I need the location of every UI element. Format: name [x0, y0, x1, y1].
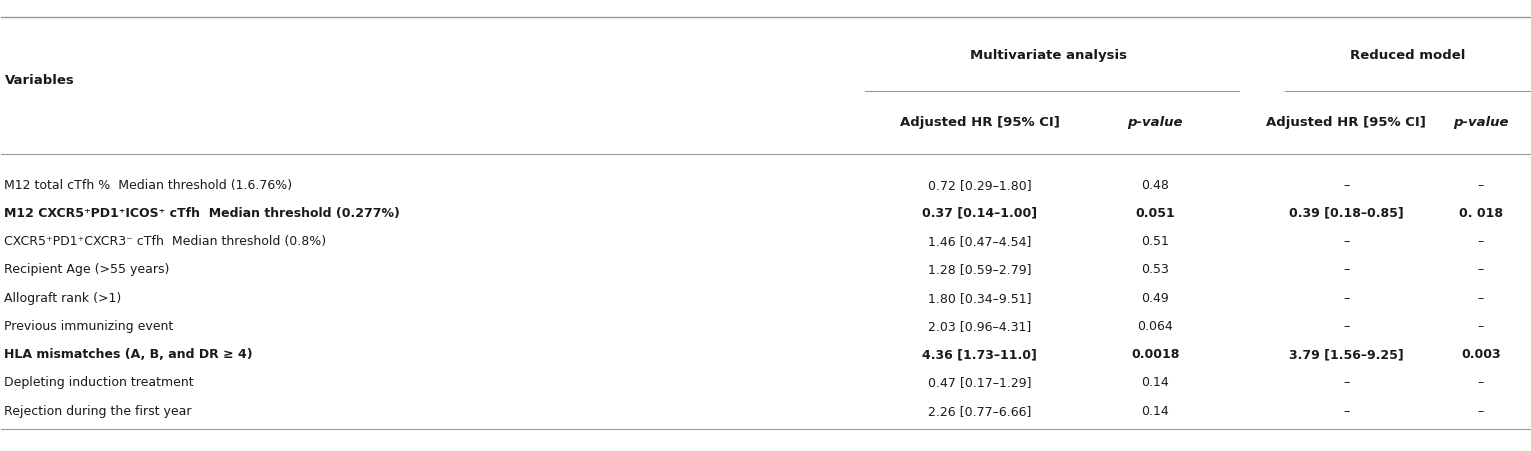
Text: Allograft rank (>1): Allograft rank (>1) — [5, 292, 121, 304]
Text: 1.80 [0.34–9.51]: 1.80 [0.34–9.51] — [928, 292, 1032, 304]
Text: 0. 018: 0. 018 — [1459, 207, 1503, 220]
Text: Variables: Variables — [5, 74, 73, 87]
Text: –: – — [1477, 263, 1484, 276]
Text: Reduced model: Reduced model — [1350, 49, 1465, 62]
Text: 0.49: 0.49 — [1141, 292, 1170, 304]
Text: –: – — [1477, 320, 1484, 333]
Text: 1.28 [0.59–2.79]: 1.28 [0.59–2.79] — [928, 263, 1032, 276]
Text: 0.0018: 0.0018 — [1131, 348, 1179, 361]
Text: –: – — [1477, 376, 1484, 389]
Text: Depleting induction treatment: Depleting induction treatment — [5, 376, 194, 389]
Text: 2.03 [0.96–4.31]: 2.03 [0.96–4.31] — [928, 320, 1030, 333]
Text: Recipient Age (>55 years): Recipient Age (>55 years) — [5, 263, 170, 276]
Text: Adjusted HR [95% CI]: Adjusted HR [95% CI] — [1266, 116, 1427, 129]
Text: 0.39 [0.18–0.85]: 0.39 [0.18–0.85] — [1289, 207, 1404, 220]
Text: Multivariate analysis: Multivariate analysis — [969, 49, 1127, 62]
Text: M12 CXCR5⁺PD1⁺ICOS⁺ cTfh  Median threshold (0.277%): M12 CXCR5⁺PD1⁺ICOS⁺ cTfh Median threshol… — [5, 207, 400, 220]
Text: Previous immunizing event: Previous immunizing event — [5, 320, 173, 333]
Text: 0.003: 0.003 — [1461, 348, 1500, 361]
Text: 0.051: 0.051 — [1136, 207, 1176, 220]
Text: 0.14: 0.14 — [1141, 405, 1170, 418]
Text: 3.79 [1.56–9.25]: 3.79 [1.56–9.25] — [1289, 348, 1404, 361]
Text: 2.26 [0.77–6.66]: 2.26 [0.77–6.66] — [928, 405, 1032, 418]
Text: 0.72 [0.29–1.80]: 0.72 [0.29–1.80] — [928, 179, 1032, 192]
Text: –: – — [1343, 292, 1349, 304]
Text: CXCR5⁺PD1⁺CXCR3⁻ cTfh  Median threshold (0.8%): CXCR5⁺PD1⁺CXCR3⁻ cTfh Median threshold (… — [5, 235, 326, 248]
Text: 0.48: 0.48 — [1141, 179, 1170, 192]
Text: –: – — [1477, 405, 1484, 418]
Text: 0.37 [0.14–1.00]: 0.37 [0.14–1.00] — [922, 207, 1036, 220]
Text: –: – — [1477, 292, 1484, 304]
Text: 0.47 [0.17–1.29]: 0.47 [0.17–1.29] — [928, 376, 1032, 389]
Text: –: – — [1343, 179, 1349, 192]
Text: 1.46 [0.47–4.54]: 1.46 [0.47–4.54] — [928, 235, 1032, 248]
Text: –: – — [1343, 320, 1349, 333]
Text: p-value: p-value — [1127, 116, 1183, 129]
Text: –: – — [1343, 235, 1349, 248]
Text: –: – — [1343, 376, 1349, 389]
Text: –: – — [1477, 235, 1484, 248]
Text: 0.14: 0.14 — [1141, 376, 1170, 389]
Text: 0.064: 0.064 — [1138, 320, 1173, 333]
Text: –: – — [1477, 179, 1484, 192]
Text: 4.36 [1.73–11.0]: 4.36 [1.73–11.0] — [922, 348, 1036, 361]
Text: HLA mismatches (A, B, and DR ≥ 4): HLA mismatches (A, B, and DR ≥ 4) — [5, 348, 253, 361]
Text: Adjusted HR [95% CI]: Adjusted HR [95% CI] — [900, 116, 1059, 129]
Text: –: – — [1343, 405, 1349, 418]
Text: p-value: p-value — [1453, 116, 1508, 129]
Text: 0.53: 0.53 — [1141, 263, 1170, 276]
Text: –: – — [1343, 263, 1349, 276]
Text: M12 total cTfh %  Median threshold (1.6.76%): M12 total cTfh % Median threshold (1.6.7… — [5, 179, 292, 192]
Text: 0.51: 0.51 — [1141, 235, 1170, 248]
Text: Rejection during the first year: Rejection during the first year — [5, 405, 191, 418]
